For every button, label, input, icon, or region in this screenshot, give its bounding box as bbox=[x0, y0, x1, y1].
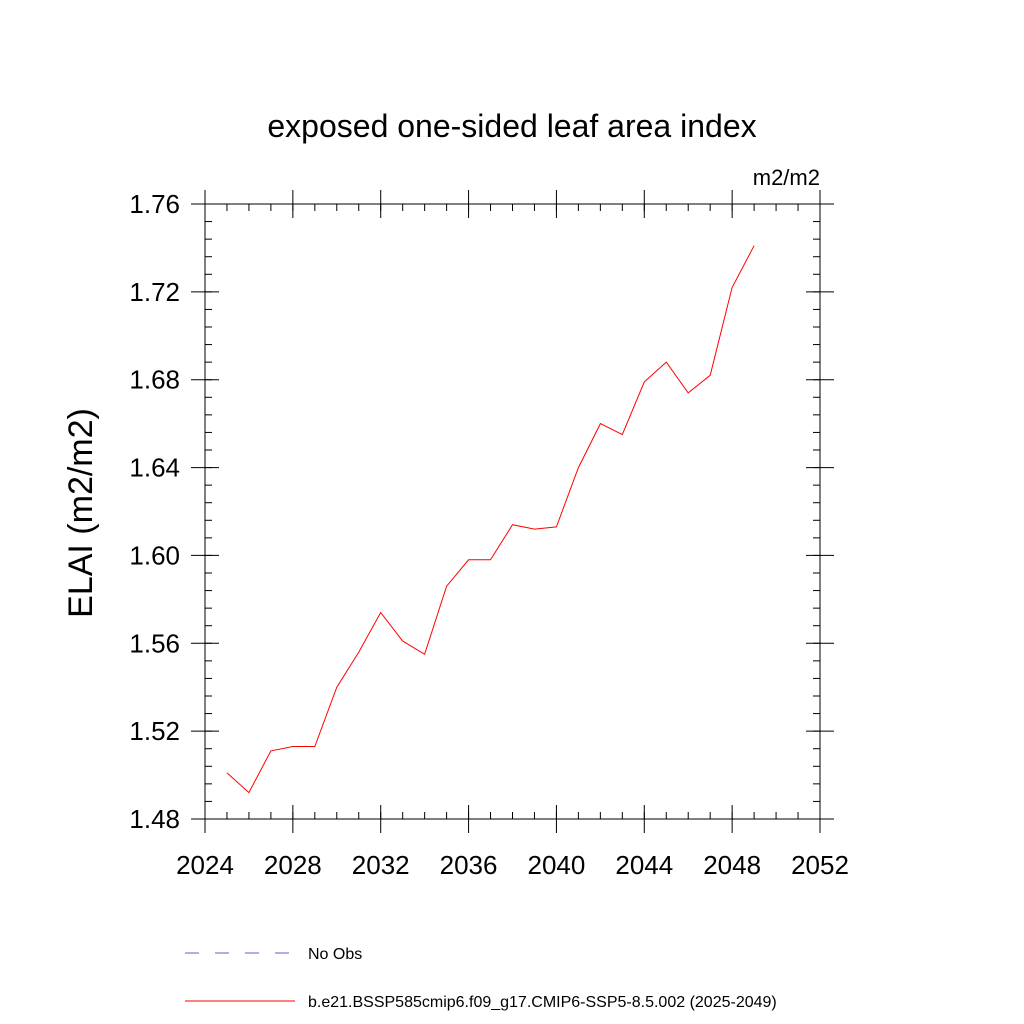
x-tick-label: 2048 bbox=[703, 850, 761, 880]
y-tick-label: 1.60 bbox=[129, 540, 180, 570]
x-tick-label: 2024 bbox=[176, 850, 234, 880]
x-tick-labels: 2024 2028 2032 2036 2040 2044 2048 2052 bbox=[176, 850, 849, 880]
x-tick-label: 2032 bbox=[352, 850, 410, 880]
x-tick-label: 2036 bbox=[440, 850, 498, 880]
y-axis-label: ELAI (m2/m2) bbox=[62, 408, 100, 618]
minor-ticks bbox=[204, 203, 821, 820]
x-tick-label: 2040 bbox=[528, 850, 586, 880]
x-tick-label: 2044 bbox=[615, 850, 673, 880]
major-ticks bbox=[191, 190, 834, 833]
x-tick-label: 2052 bbox=[791, 850, 849, 880]
legend-label-model: b.e21.BSSP585cmip6.f09_g17.CMIP6-SSP5-8.… bbox=[308, 994, 777, 1011]
x-tick-label: 2028 bbox=[264, 850, 322, 880]
units-label: m2/m2 bbox=[753, 165, 820, 190]
y-tick-label: 1.68 bbox=[129, 365, 180, 395]
y-tick-label: 1.52 bbox=[129, 716, 180, 746]
series-lines bbox=[226, 245, 755, 794]
y-tick-label: 1.64 bbox=[129, 453, 180, 483]
plot-frame bbox=[204, 203, 821, 820]
chart-title: exposed one-sided leaf area index bbox=[267, 108, 756, 144]
series-line-1 bbox=[226, 245, 755, 794]
y-tick-labels: 1.48 1.52 1.56 1.60 1.64 1.68 1.72 1.76 bbox=[129, 189, 180, 834]
y-tick-label: 1.48 bbox=[129, 804, 180, 834]
legend: No Obs b.e21.BSSP585cmip6.f09_g17.CMIP6-… bbox=[185, 946, 777, 1011]
y-tick-label: 1.76 bbox=[129, 189, 180, 219]
legend-label-no-obs: No Obs bbox=[308, 946, 362, 963]
y-tick-label: 1.56 bbox=[129, 628, 180, 658]
y-tick-label: 1.72 bbox=[129, 277, 180, 307]
